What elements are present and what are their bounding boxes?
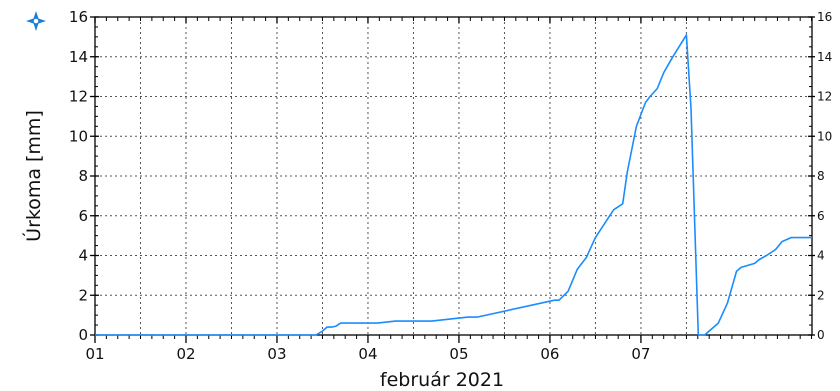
y-tick-label: 0 [78, 326, 88, 344]
y-tick-label: 2 [78, 286, 88, 304]
y-tick-label: 6 [78, 207, 88, 225]
y-tick-label-right: 12 [817, 90, 832, 104]
y-tick-label-right: 2 [817, 288, 825, 302]
y-axis-title: Úrkoma [mm] [21, 110, 45, 242]
x-tick-label: 06 [540, 345, 559, 363]
series-line [95, 34, 812, 336]
y-tick-label-right: 10 [817, 129, 832, 143]
y-tick-label: 16 [69, 8, 88, 26]
y-tick-label: 12 [69, 88, 88, 106]
y-tick-label-right: 0 [817, 328, 825, 342]
y-tick-label: 8 [78, 167, 88, 185]
x-tick-label: 05 [449, 345, 468, 363]
y-tick-label-right: 16 [817, 10, 832, 24]
logo-icon [25, 10, 47, 32]
y-tick-label: 14 [69, 48, 88, 66]
y-tick-label-right: 6 [817, 209, 825, 223]
x-axis-title: február 2021 [380, 369, 504, 391]
y-tick-label: 4 [78, 247, 88, 265]
x-tick-label: 07 [631, 345, 650, 363]
y-tick-label-right: 4 [817, 249, 825, 263]
x-tick-label: 03 [267, 345, 286, 363]
x-tick-label: 04 [358, 345, 377, 363]
y-tick-label-right: 14 [817, 50, 832, 64]
x-tick-label: 02 [176, 345, 195, 363]
y-tick-label: 10 [69, 127, 88, 145]
y-tick-label-right: 8 [817, 169, 825, 183]
x-tick-label: 01 [85, 345, 104, 363]
plot-frame [94, 16, 813, 336]
